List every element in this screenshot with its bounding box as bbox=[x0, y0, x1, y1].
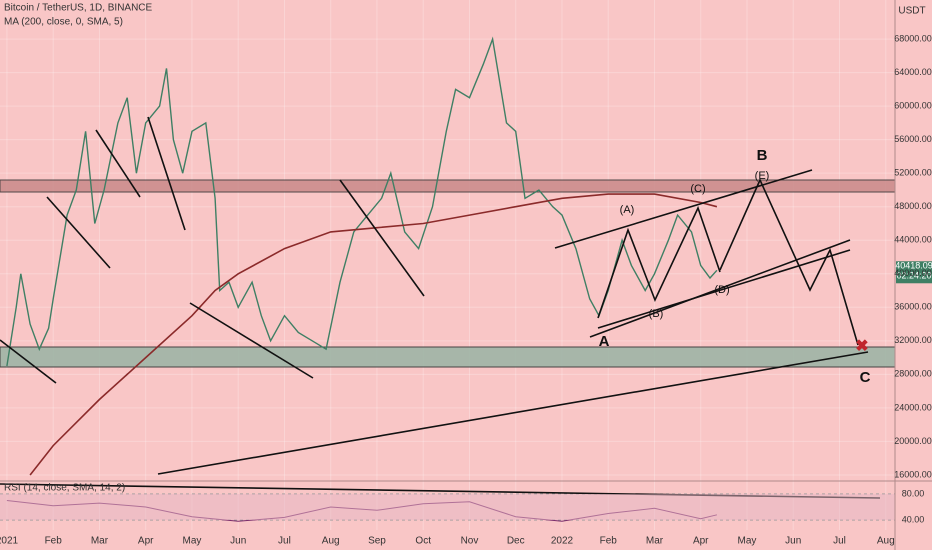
y-tick-label: 48000.00 bbox=[894, 201, 932, 211]
y-tick-label: 20000.00 bbox=[894, 436, 932, 446]
ma-legend: MA (200, close, 0, SMA, 5) bbox=[4, 17, 123, 28]
target-mark: ✖ bbox=[855, 338, 868, 355]
y-tick-label: 16000.00 bbox=[894, 469, 932, 479]
currency: USDT bbox=[898, 6, 925, 17]
y-tick-label: 32000.00 bbox=[894, 335, 932, 345]
arrow bbox=[95, 129, 141, 198]
projection bbox=[719, 178, 859, 346]
arrow bbox=[147, 116, 186, 231]
grid bbox=[0, 0, 895, 530]
y-tick-label: 52000.00 bbox=[894, 168, 932, 178]
x-tick-label: Aug bbox=[877, 536, 895, 547]
y-tick-label: 28000.00 bbox=[894, 369, 932, 379]
y-tick-label: 44000.00 bbox=[894, 235, 932, 245]
series-line bbox=[29, 193, 718, 476]
series-title: Bitcoin / TetherUS, 1D, BINANCE bbox=[4, 3, 153, 14]
x-tick-label: Jul bbox=[833, 536, 846, 547]
wave-label: (A) bbox=[620, 204, 635, 216]
trend-line bbox=[157, 351, 869, 475]
wave-label: A bbox=[599, 333, 610, 350]
wave-path bbox=[597, 205, 721, 319]
arrow bbox=[189, 302, 314, 379]
x-tick-label: May bbox=[182, 536, 201, 547]
arrow bbox=[339, 179, 425, 297]
x-tick-label: Apr bbox=[138, 536, 154, 547]
x-tick-label: Sep bbox=[368, 536, 386, 547]
y-tick-label: 40000.00 bbox=[894, 268, 932, 278]
support-zone bbox=[0, 346, 896, 368]
x-tick-label: Aug bbox=[322, 536, 340, 547]
y-tick-label: 24000.00 bbox=[894, 402, 932, 412]
rsi-band bbox=[0, 494, 895, 520]
y-tick-label: 60000.00 bbox=[894, 101, 932, 111]
wave-label: (E) bbox=[755, 170, 770, 182]
countdown: 02:24:20 bbox=[896, 271, 931, 281]
x-tick-label: Dec bbox=[507, 536, 525, 547]
y-tick-label: 36000.00 bbox=[894, 302, 932, 312]
wave-label: B bbox=[757, 147, 768, 164]
x-tick-label: Nov bbox=[461, 536, 479, 547]
annotations: ✖ B (E) (C) (A) (B) (D) A C bbox=[0, 116, 881, 499]
wave-label: C bbox=[860, 369, 871, 386]
rsi-tick-label: 80.00 bbox=[902, 488, 925, 498]
x-tick-label: Jun bbox=[230, 536, 246, 547]
x-tick-label: Mar bbox=[91, 536, 109, 547]
x-tick-label: Mar bbox=[646, 536, 664, 547]
x-tick-label: Jun bbox=[785, 536, 801, 547]
arrow bbox=[46, 196, 111, 269]
y-tick-label: 64000.00 bbox=[894, 67, 932, 77]
wave-label: (D) bbox=[714, 284, 729, 296]
x-tick-label: 2022 bbox=[551, 536, 574, 547]
last-price: 40418.09 bbox=[895, 261, 932, 271]
arrow bbox=[0, 339, 57, 384]
rsi-legend: RSI (14, close, SMA, 14, 2) bbox=[4, 483, 125, 494]
y-tick-label: 56000.00 bbox=[894, 134, 932, 144]
x-tick-label: Feb bbox=[600, 536, 618, 547]
x-tick-label: May bbox=[738, 536, 757, 547]
x-tick-label: Jul bbox=[278, 536, 291, 547]
x-tick-label: Oct bbox=[415, 536, 431, 547]
x-tick-label: 2021 bbox=[0, 536, 18, 547]
y-tick-label: 68000.00 bbox=[894, 33, 932, 43]
wave-label: (C) bbox=[690, 183, 705, 195]
channel-line bbox=[589, 239, 851, 338]
x-tick-label: Apr bbox=[693, 536, 709, 547]
channel-line bbox=[554, 169, 813, 249]
channel-line bbox=[597, 249, 851, 329]
rsi-tick-label: 40.00 bbox=[902, 514, 925, 524]
x-tick-label: Feb bbox=[45, 536, 63, 547]
wave-label: (B) bbox=[649, 308, 664, 320]
last-price-box bbox=[896, 261, 932, 284]
